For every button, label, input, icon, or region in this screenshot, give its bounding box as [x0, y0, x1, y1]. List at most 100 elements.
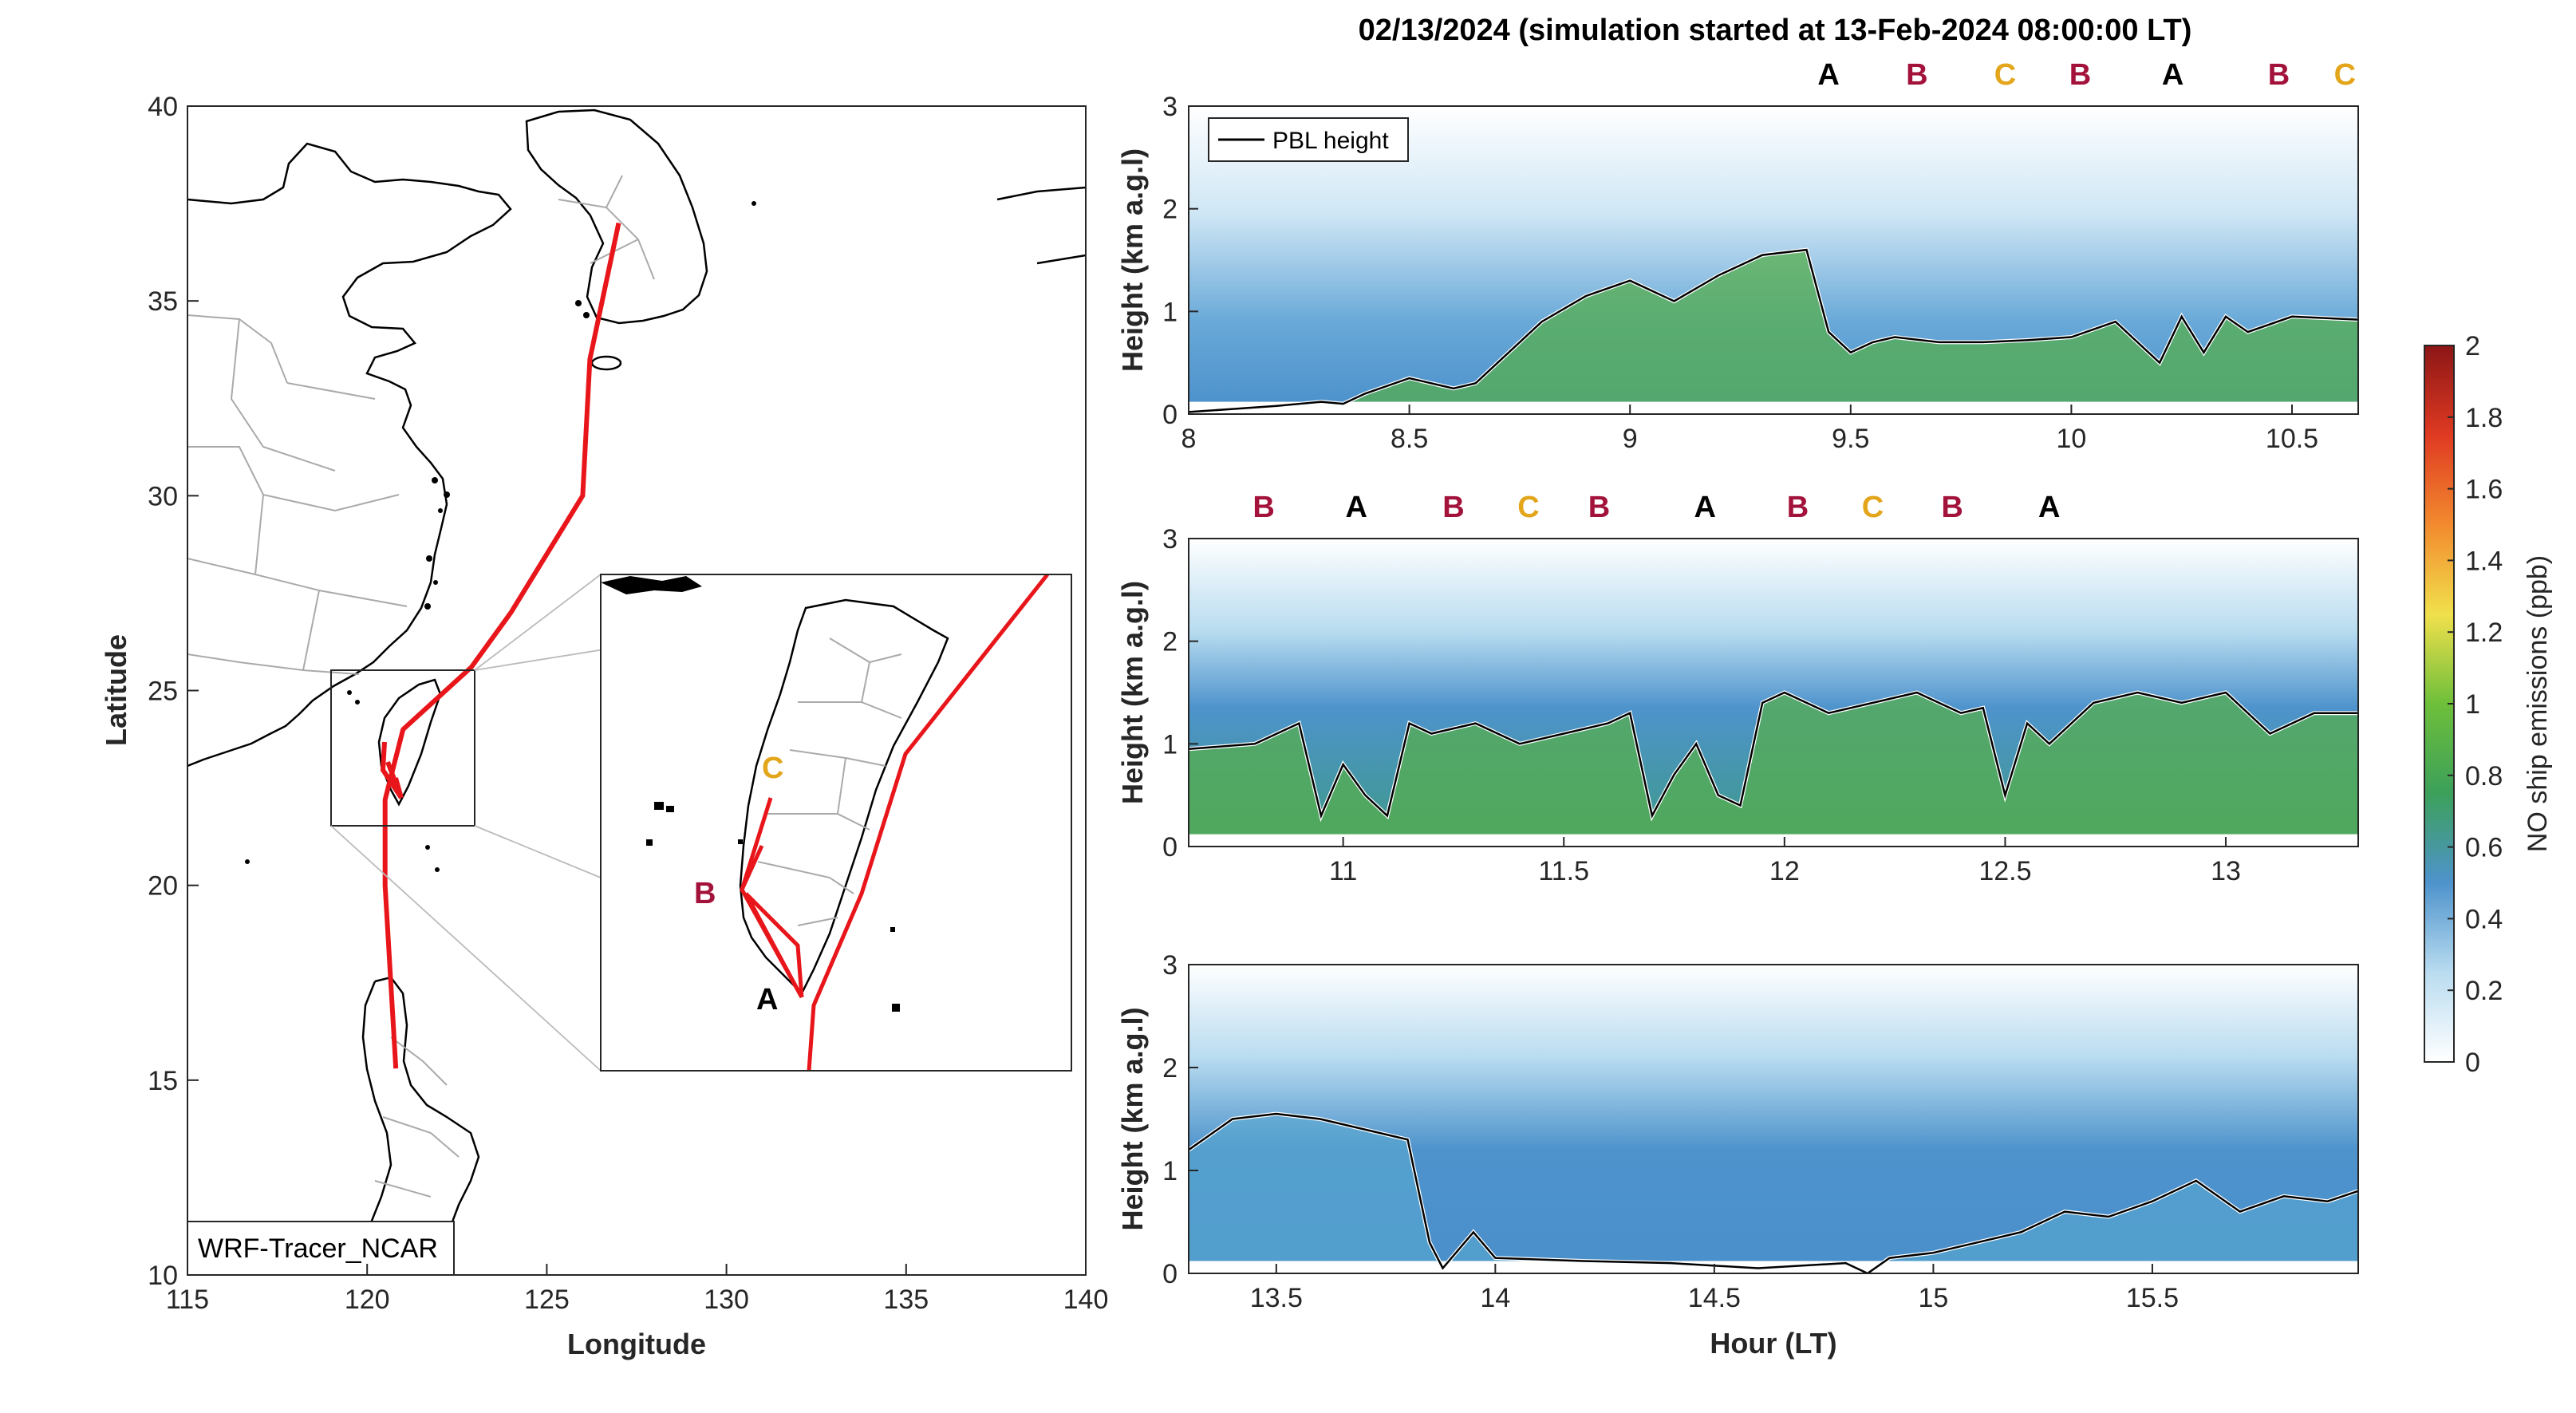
xtick-label: 13.5	[1250, 1283, 1303, 1313]
panel-axes-box	[1188, 964, 2359, 1274]
ytick-label: 1	[1162, 729, 1178, 760]
ship-passage-marker-b: B	[1588, 491, 1610, 524]
ytick-label: 3	[1162, 950, 1178, 981]
ship-passage-marker-a: A	[2162, 58, 2183, 92]
colorbar: 0 0.2 0.4 0.6 0.8 1 1.2 1.4 1.6 1.8 2 NO ship emis…	[2424, 331, 2553, 1078]
ship-route-line	[382, 222, 621, 1069]
ship-passage-marker-a: A	[1345, 491, 1367, 524]
map-ytick-label: 35	[148, 286, 178, 317]
pbl-legend-label: PBL height	[1272, 128, 1389, 154]
inset-islands	[601, 576, 900, 1012]
ship-passage-marker-b: B	[2268, 58, 2290, 92]
figure-title: 02/13/2024 (simulation started at 13-Feb…	[1359, 14, 2192, 47]
panel-ylabel: Height (km a.g.l)	[1116, 148, 1149, 372]
xtick-label: 12	[1769, 856, 1800, 886]
luzon-coast	[359, 976, 480, 1275]
ship-passage-marker-b: B	[1941, 491, 1963, 524]
panel-axes-box	[1188, 105, 2359, 415]
map-ylabel: Latitude	[100, 634, 132, 746]
panel-ylabel: Height (km a.g.l)	[1116, 1007, 1149, 1230]
xtick-label: 13	[2211, 856, 2241, 886]
colorbar-ticks: 0 0.2 0.4 0.6 0.8 1 1.2 1.4 1.6 1.8 2	[2448, 331, 2503, 1078]
map-ytick-label: 25	[148, 677, 178, 707]
pbl-legend: PBL height	[1208, 117, 1409, 162]
pbl-height-line	[1189, 248, 2358, 413]
ship-passage-marker-b: B	[2069, 58, 2091, 92]
colorbar-tick-label: 0.6	[2465, 833, 2503, 863]
ytick-label: 3	[1162, 524, 1178, 555]
ship-passage-marker-b: B	[1906, 58, 1927, 92]
ship-passage-marker-c: C	[1862, 491, 1884, 524]
pbl-height-line	[1189, 691, 2358, 819]
map-ytick-label: 20	[148, 871, 178, 902]
map-xtick-label: 120	[345, 1285, 390, 1315]
ship-passage-marker-c: C	[2334, 58, 2356, 92]
pbl-height-line	[1189, 1112, 2358, 1273]
map-xlabel: Longitude	[567, 1328, 706, 1360]
ytick-label: 2	[1162, 195, 1178, 225]
inset-label-a: A	[756, 983, 778, 1016]
map-ticks: 115 120 125 130 135 140 10 15 20 25 30 35 40	[148, 92, 1108, 1315]
colorbar-tick-label: 0.8	[2465, 761, 2503, 791]
ground-strip	[1189, 401, 2358, 414]
ytick-label: 2	[1162, 1053, 1178, 1083]
ship-passage-marker-c: C	[1517, 491, 1539, 524]
ytick-label: 0	[1162, 832, 1178, 862]
map-xtick-label: 140	[1063, 1285, 1109, 1315]
xtick-label: 15	[1918, 1283, 1948, 1313]
ship-passage-marker-c: C	[1994, 58, 2016, 92]
colorbar-tick-label: 1.8	[2465, 403, 2503, 433]
map-xtick-label: 115	[166, 1285, 209, 1315]
ground-strip	[1189, 834, 2358, 847]
colorbar-tick-label: 0	[2465, 1048, 2480, 1078]
colorbar-label: NO ship emissions (ppb)	[2523, 555, 2553, 852]
inset-label-b: B	[694, 877, 716, 910]
map-xtick-label: 125	[524, 1285, 570, 1315]
mainland-coast	[187, 142, 512, 768]
boundary-layer-emission-area	[1189, 250, 2358, 412]
colorbar-tick-label: 0.4	[2465, 904, 2503, 934]
boundary-layer-emission-area	[1189, 1114, 2358, 1273]
panel-xlabel: Hour (LT)	[1710, 1327, 1836, 1360]
inset-label-c: C	[762, 752, 783, 785]
inset-county-boundaries	[757, 637, 902, 926]
xtick-label: 14.5	[1688, 1283, 1741, 1313]
xtick-label: 9.5	[1832, 424, 1869, 454]
ytick-label: 3	[1162, 92, 1178, 122]
xtick-label: 10	[2057, 424, 2087, 454]
map-ytick-label: 10	[148, 1261, 178, 1291]
colorbar-tick-label: 2	[2465, 331, 2480, 361]
panel-ylabel: Height (km a.g.l)	[1116, 581, 1149, 804]
xtick-label: 8	[1181, 424, 1197, 454]
korea-coast	[525, 109, 708, 325]
xtick-label: 9	[1623, 424, 1638, 454]
xtick-label: 12.5	[1978, 856, 2031, 886]
colorbar-tick-label: 1	[2465, 689, 2480, 720]
xtick-label: 11	[1329, 856, 1357, 886]
xtick-label: 11.5	[1538, 856, 1589, 886]
map-ytick-label: 30	[148, 481, 178, 511]
ytick-label: 0	[1162, 1259, 1178, 1289]
inset-route-main	[807, 574, 1049, 1071]
map-xtick-label: 135	[883, 1285, 929, 1315]
ytick-label: 1	[1162, 1156, 1178, 1186]
inset-route-branches	[740, 797, 804, 999]
ship-passage-marker-b: B	[1787, 491, 1809, 524]
panel-axes-box	[1188, 538, 2359, 847]
ship-passage-marker-b: B	[1442, 491, 1464, 524]
ship-route-branches	[380, 741, 404, 799]
model-label-box	[187, 1221, 455, 1276]
inset-source-box	[330, 669, 475, 827]
cross-section-bottom: 13.5 14 14.5 15 15.5 0 1 2 3 Height (km a.g.l) Hou…	[1116, 950, 2359, 1360]
xtick-label: 8.5	[1391, 424, 1428, 454]
colorbar-tick-label: 1.6	[2465, 475, 2503, 505]
ship-passage-marker-b: B	[1252, 491, 1274, 524]
ytick-label: 0	[1162, 400, 1178, 430]
colorbar-tick-label: 1.2	[2465, 618, 2503, 648]
ship-passage-marker-a: A	[1694, 491, 1716, 524]
ytick-label: 1	[1162, 297, 1178, 327]
offshore-islands	[245, 201, 756, 872]
ytick-label: 2	[1162, 627, 1178, 657]
